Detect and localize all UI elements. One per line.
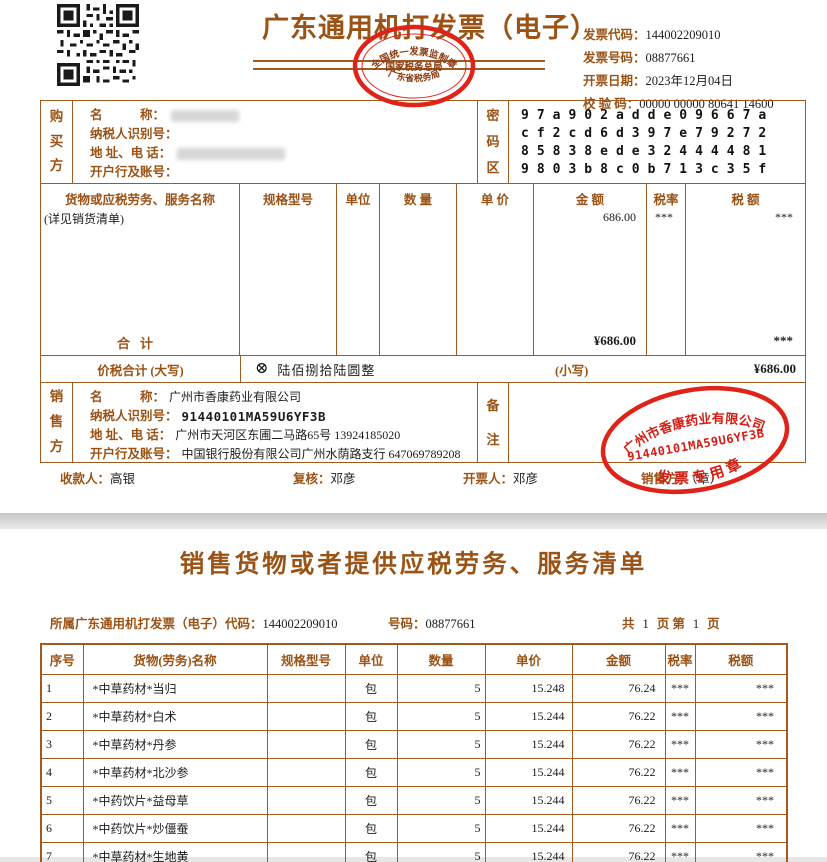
qr-code bbox=[57, 4, 139, 86]
seller-seal-field: 销售方：（章） bbox=[641, 472, 723, 486]
table-row: 1 *中草药材*当归 包 5 15.248 76.24 *** *** bbox=[40, 674, 788, 703]
col-header-price: 单 价 bbox=[457, 184, 534, 208]
buyer-bank-row: 开户行及账号： bbox=[90, 165, 178, 179]
list-col-price: 单价 bbox=[484, 643, 573, 675]
col-header-goods: 货物或应税劳务、服务名称 bbox=[41, 184, 240, 208]
total-amount: ¥686.00 bbox=[534, 327, 647, 355]
col-header-qty: 数 量 bbox=[380, 184, 457, 208]
seller-address: 广州市天河区东圃二马路65号 13924185020 bbox=[175, 428, 401, 442]
small-amount-label: (小写) bbox=[555, 363, 589, 378]
circled-x-symbol: ⊗ bbox=[255, 360, 269, 377]
parent-invoice-code: 所属广东通用机打发票（电子）代码：144002209010 bbox=[50, 617, 338, 631]
col-header-spec: 规格型号 bbox=[240, 184, 337, 208]
table-row: 5 *中药饮片*益母草 包 5 15.244 76.22 *** *** bbox=[40, 786, 788, 815]
parent-invoice-number: 号码：08877661 bbox=[388, 617, 476, 631]
payee-field: 收款人：高银 bbox=[60, 472, 136, 486]
invoice-number-row: 发票号码：08877661 bbox=[583, 47, 774, 70]
seller-taxid-row: 纳税人识别号： 91440101MA59U6YF3B bbox=[90, 409, 326, 424]
buyer-section: 购买方 名 称： 纳税人识别号： 地 址、电 话： 开户行及账号： 密码区 97… bbox=[40, 100, 806, 184]
list-col-index: 序号 bbox=[40, 643, 84, 675]
seller-taxid: 91440101MA59U6YF3B bbox=[181, 409, 326, 424]
sales-list-table: 序号 货物(劳务)名称 规格型号 单位 数量 单价 金额 税率 税额 1 *中草… bbox=[40, 643, 788, 862]
col-header-amount: 金 额 bbox=[534, 184, 647, 208]
tax-monitor-stamp: 全国统一发票监制章 国家税务总局 广东省税务局 bbox=[352, 24, 476, 108]
list-header-row: 序号 货物(劳务)名称 规格型号 单位 数量 单价 金额 税率 税额 bbox=[40, 643, 788, 675]
amount-words-label: 价税合计 (大写) bbox=[41, 356, 241, 382]
table-row: 7 *中草药材*生地黄 包 5 15.244 76.22 *** *** bbox=[40, 842, 788, 862]
remark-area: 广州市香康药业有限公司 91440101MA59U6YF3B 发票专用章 bbox=[509, 383, 805, 495]
buyer-side-label: 购买方 bbox=[41, 101, 73, 183]
detail-tax-rate: *** bbox=[647, 208, 686, 327]
password-line: 85838ede32444481 bbox=[521, 144, 775, 159]
list-col-goods: 货物(劳务)名称 bbox=[82, 643, 268, 675]
table-row: 3 *中草药材*丹参 包 5 15.244 76.22 *** *** bbox=[40, 730, 788, 759]
seller-bank-row: 开户行及账号： 中国银行股份有限公司广州水荫路支行 647069789208 bbox=[90, 445, 477, 464]
seller-section: 销售方 名 称： 广州市香康药业有限公司 纳税人识别号： 91440101MA59U… bbox=[40, 383, 806, 495]
seller-name-row: 名 称： 广州市香康药业有限公司 bbox=[90, 388, 477, 407]
seller-side-label: 销售方 bbox=[41, 383, 73, 462]
svg-text:国家税务总局: 国家税务总局 bbox=[385, 61, 442, 73]
invoice-code-label: 发票代码： bbox=[583, 28, 646, 42]
redacted-buyer-address bbox=[177, 147, 286, 160]
remark-side-label: 备注 bbox=[477, 383, 509, 462]
buyer-fields: 名 称： 纳税人识别号： 地 址、电 话： 开户行及账号： bbox=[73, 101, 477, 183]
table-row: 2 *中草药材*白术 包 5 15.244 76.22 *** *** bbox=[40, 702, 788, 731]
total-label: 合计 bbox=[41, 327, 240, 355]
list-col-qty: 数量 bbox=[396, 643, 486, 675]
total-tax: *** bbox=[773, 333, 794, 348]
buyer-taxid-row: 纳税人识别号： bbox=[90, 127, 178, 141]
detail-note: (详见销货清单) bbox=[41, 208, 240, 327]
password-line: 97a902adde09667a bbox=[521, 108, 775, 123]
amount-numeric: ¥686.00 bbox=[753, 361, 796, 376]
seller-company-stamp: 广州市香康药业有限公司 91440101MA59U6YF3B 发票专用章 bbox=[600, 385, 790, 495]
password-side-label: 密码区 bbox=[477, 101, 509, 183]
list-col-amount: 金额 bbox=[571, 643, 666, 675]
buyer-name-row: 名 称： bbox=[90, 106, 477, 125]
invoice-number-value: 08877661 bbox=[645, 51, 696, 65]
reviewer-field: 复核：邓彦 bbox=[293, 472, 356, 486]
col-header-unit: 单位 bbox=[337, 184, 380, 208]
amount-in-words: 陆佰捌拾陆圆整 bbox=[277, 362, 376, 378]
seller-name: 广州市香康药业有限公司 bbox=[169, 390, 302, 404]
password-line: 9803b8c0b713c35f bbox=[521, 162, 775, 177]
page-divider bbox=[0, 513, 827, 529]
buyer-address-row: 地 址、电 话： bbox=[90, 144, 477, 163]
invoice-code-value: 144002209010 bbox=[645, 28, 721, 42]
seller-address-row: 地 址、电 话： 广州市天河区东圃二马路65号 13924185020 bbox=[90, 426, 477, 445]
list-col-tax: 税额 bbox=[694, 643, 788, 675]
sales-list-title: 销售货物或者提供应税劳务、服务清单 bbox=[179, 551, 648, 578]
invoice-date-label: 开票日期： bbox=[583, 74, 646, 88]
table-row: 4 *中草药材*北沙参 包 5 15.244 76.22 *** *** bbox=[40, 758, 788, 787]
invoice-date-value: 2023年12月04日 bbox=[645, 74, 734, 88]
list-col-unit: 单位 bbox=[344, 643, 398, 675]
col-header-taxrate: 税率 bbox=[647, 184, 686, 208]
redacted-buyer-name bbox=[171, 109, 240, 122]
issuer-field: 开票人：邓彦 bbox=[463, 472, 539, 486]
signers-row: 收款人：高银 复核：邓彦 开票人：邓彦 销售方：（章） bbox=[0, 468, 827, 490]
detail-amount: 686.00 bbox=[534, 208, 647, 327]
detail-tax: *** bbox=[775, 210, 793, 224]
items-table: 货物或应税劳务、服务名称 规格型号 单位 数 量 单 价 金 额 税率 税 额 … bbox=[40, 184, 806, 356]
list-col-spec: 规格型号 bbox=[266, 643, 346, 675]
title-double-rule bbox=[253, 60, 545, 70]
sales-list-meta: 所属广东通用机打发票（电子）代码：144002209010 号码：0887766… bbox=[0, 613, 827, 633]
seller-bank: 中国银行股份有限公司广州水荫路支行 647069789208 bbox=[181, 447, 461, 461]
invoice-number-label: 发票号码： bbox=[583, 51, 646, 65]
list-col-taxrate: 税率 bbox=[664, 643, 696, 675]
svg-text:发票专用章: 发票专用章 bbox=[652, 451, 749, 493]
seller-fields: 名 称： 广州市香康药业有限公司 纳税人识别号： 91440101MA59U6YF3… bbox=[73, 383, 477, 462]
password-area: 97a902adde09667a cf2cd6d397e79272 85838e… bbox=[509, 101, 805, 183]
invoice-code-row: 发票代码：144002209010 bbox=[583, 24, 774, 47]
invoice-date-row: 开票日期：2023年12月04日 bbox=[583, 70, 774, 93]
table-row: 6 *中药饮片*炒僵蚕 包 5 15.244 76.22 *** *** bbox=[40, 814, 788, 843]
sales-list-page: 销售货物或者提供应税劳务、服务清单 所属广东通用机打发票（电子）代码：14400… bbox=[0, 529, 827, 862]
invoice-page: 广东通用机打发票（电子） 全国统一发票监制章 国家税务总局 广东省税务局 发票代… bbox=[0, 0, 827, 513]
password-line: cf2cd6d397e79272 bbox=[521, 126, 775, 141]
amount-in-words-row: 价税合计 (大写) ⊗ 陆佰捌拾陆圆整 (小写) ¥686.00 bbox=[40, 356, 806, 383]
col-header-tax: 税 额 bbox=[731, 193, 760, 207]
